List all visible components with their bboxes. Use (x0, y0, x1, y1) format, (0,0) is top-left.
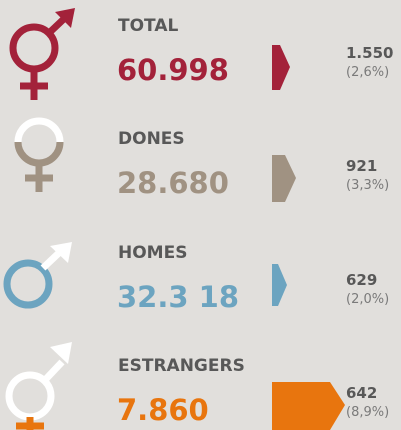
row-label: TOTAL (118, 16, 178, 36)
row-value: 7.860 (117, 393, 209, 427)
row-pct: (2,6%) (346, 65, 389, 80)
icon-homes (3, 242, 72, 309)
arrow (272, 45, 290, 90)
row-change: 1.550 (346, 44, 393, 62)
arrow (272, 155, 296, 202)
row-label: ESTRANGERS (118, 356, 245, 376)
row-change: 921 (346, 157, 377, 175)
icon-estrangers (5, 342, 72, 430)
row-value: 28.680 (117, 166, 229, 200)
row-pct: (8,9%) (346, 405, 389, 420)
row-pct: (2,0%) (346, 292, 389, 307)
row-change: 642 (346, 384, 377, 402)
icon-total (9, 8, 75, 100)
arrow (272, 264, 287, 306)
row-label: DONES (118, 129, 185, 149)
row-label: HOMES (118, 243, 187, 263)
icon-dones (14, 117, 64, 192)
row-change: 629 (346, 271, 377, 289)
row-pct: (3,3%) (346, 178, 389, 193)
arrow (272, 382, 345, 430)
row-value: 60.998 (117, 53, 229, 87)
row-value: 32.3 18 (117, 280, 239, 314)
